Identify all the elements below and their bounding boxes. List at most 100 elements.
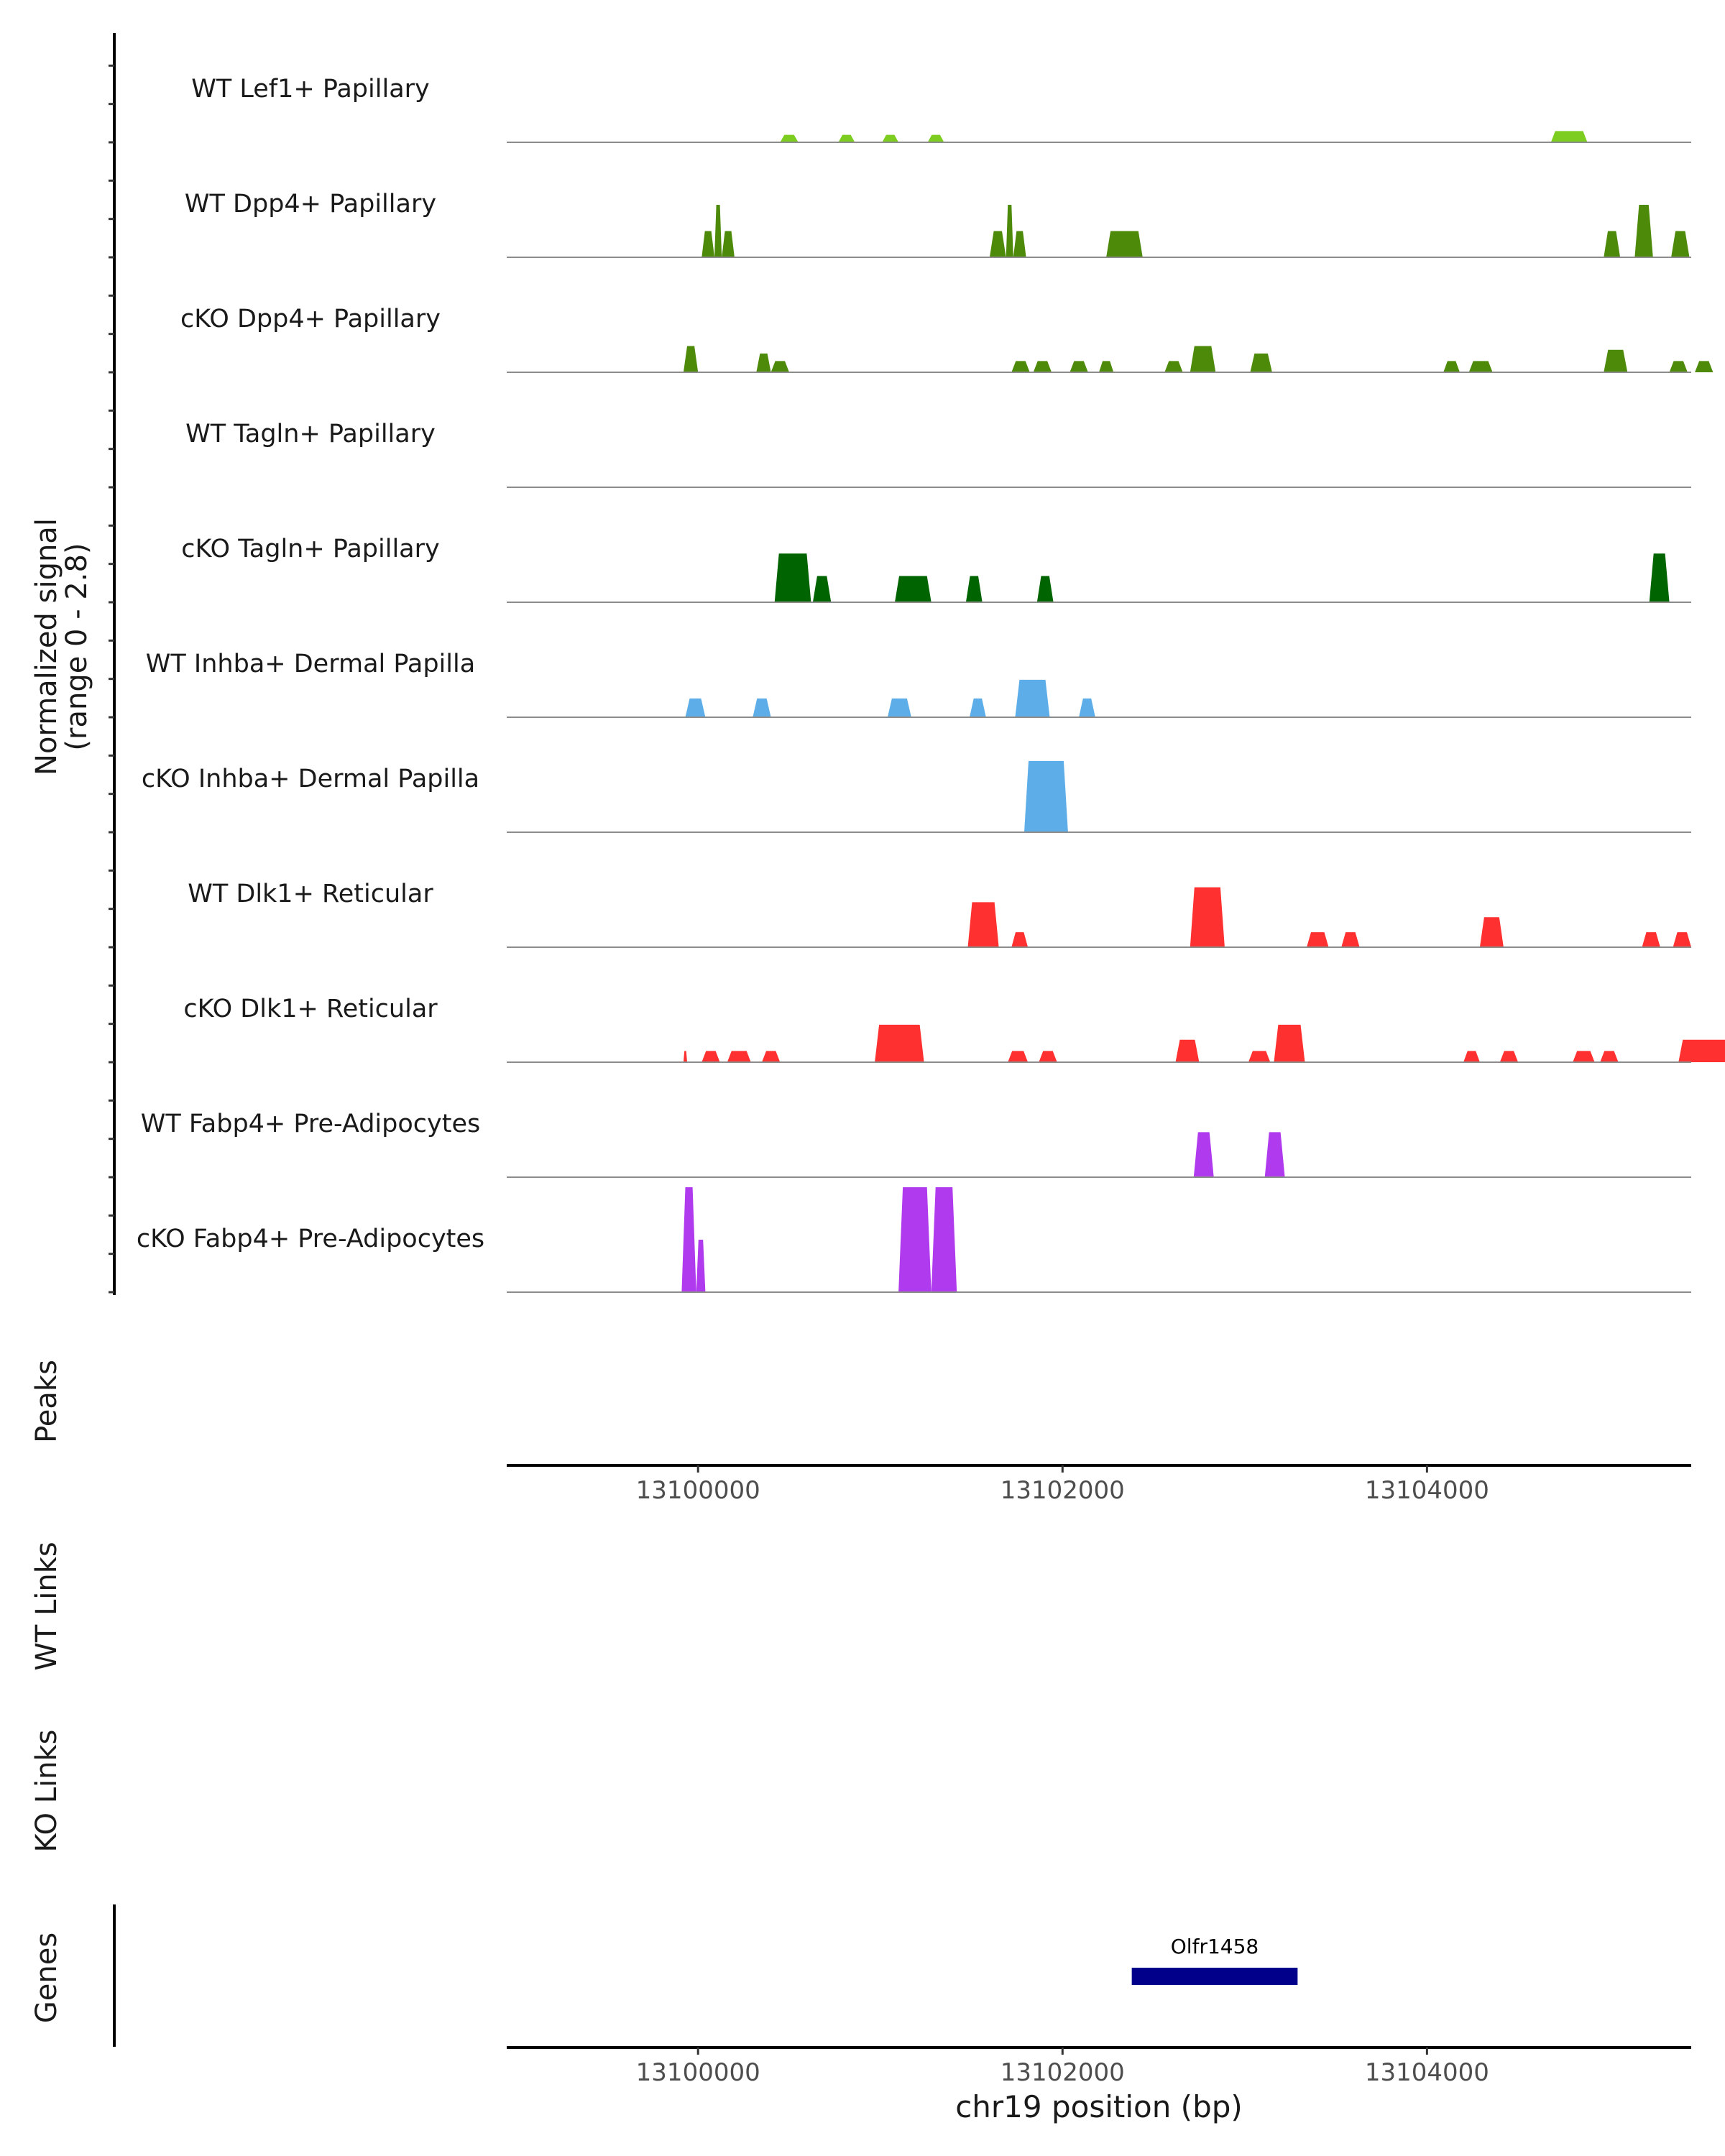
signal-peak [1341, 932, 1360, 947]
signal-peak [681, 1187, 696, 1292]
signal-peak [1669, 361, 1688, 372]
gene-body [1131, 1968, 1298, 1985]
signal-peak [838, 134, 855, 142]
track-1: WT Lef1+ Papillary [191, 75, 1691, 143]
peaks-x-tick-label: 13100000 [636, 1476, 760, 1505]
signal-peak [683, 1051, 687, 1062]
track-label: WT Inhba+ Dermal Papilla [146, 650, 475, 678]
signal-peak [1649, 553, 1670, 602]
x-axis-title: chr19 position (bp) [955, 2089, 1243, 2124]
genes-x-axis: 13100000131020001310400013106000 [507, 2046, 1691, 2087]
signal-peak [756, 353, 771, 372]
track-7: cKO Inhba+ Dermal Papilla [142, 760, 1691, 833]
signal-peak [875, 1024, 924, 1062]
signal-peak [965, 576, 983, 602]
track-label: cKO Dlk1+ Reticular [183, 995, 438, 1023]
signal-peak [702, 231, 714, 257]
signal-peak [1673, 932, 1691, 947]
signal-peak [696, 1240, 706, 1292]
gene-track: Olfr1458 [113, 1904, 1298, 2047]
signal-peak [1264, 1132, 1285, 1177]
signal-peak [1307, 932, 1329, 947]
signal-peak [1106, 231, 1143, 257]
track-label: cKO Inhba+ Dermal Papilla [142, 765, 479, 793]
signal-peak [1468, 361, 1493, 372]
track-3: cKO Dpp4+ Papillary [180, 305, 1714, 373]
signal-peak [722, 231, 735, 257]
genes-panel-label: Genes [30, 1932, 63, 2023]
wt-links-panel-label: WT Links [30, 1542, 63, 1670]
signal-peak [1604, 231, 1621, 257]
track-8: WT Dlk1+ Reticular [188, 880, 1691, 948]
signal-peak [898, 1187, 932, 1292]
signal-peak [1190, 346, 1216, 372]
signal-peak [927, 134, 944, 142]
genes-x-tick-label: 13100000 [636, 2058, 760, 2087]
track-5: cKO Tagln+ Papillary [181, 535, 1691, 603]
signal-peak [683, 346, 699, 372]
signal-peak [1013, 231, 1026, 257]
track-label: cKO Dpp4+ Papillary [180, 305, 441, 333]
track-label: cKO Tagln+ Papillary [181, 535, 440, 563]
signal-peak [1099, 361, 1114, 372]
track-label: WT Tagln+ Papillary [185, 420, 436, 448]
signal-peak [1678, 1039, 1725, 1062]
signal-peak [931, 1187, 957, 1292]
signal-peak [1695, 361, 1714, 372]
signal-peak [887, 698, 911, 717]
signal-tracks: WT Lef1+ Papillary WT Dpp4+ Papillary cKO … [137, 75, 1725, 1293]
signal-peak [685, 698, 706, 717]
signal-peak [1006, 205, 1013, 257]
signal-peak [762, 1051, 781, 1062]
track-9: cKO Dlk1+ Reticular [183, 995, 1725, 1063]
signal-peak [1039, 1051, 1057, 1062]
signal-peak [1024, 760, 1068, 832]
signal-peak [1443, 361, 1460, 372]
signal-peak [770, 361, 789, 372]
track-10: WT Fabp4+ Pre-Adipocytes [141, 1110, 1691, 1178]
signal-peak [989, 231, 1006, 257]
track-label: WT Lef1+ Papillary [191, 75, 430, 103]
track-label: cKO Fabp4+ Pre-Adipocytes [137, 1225, 484, 1253]
signal-peak [1011, 361, 1030, 372]
signal-peak [970, 698, 986, 717]
peaks-panel-label: Peaks [30, 1360, 63, 1443]
signal-peak [1600, 1051, 1619, 1062]
signal-peak [1248, 1051, 1271, 1062]
signal-peak [753, 698, 771, 717]
peaks-x-tick-label: 13104000 [1365, 1476, 1489, 1505]
peaks-x-axis: 13100000131020001310400013106000 [507, 1464, 1691, 1505]
track-4: WT Tagln+ Papillary [185, 420, 1691, 488]
signal-peak [1033, 361, 1052, 372]
signal-peak [1015, 679, 1050, 717]
signal-peak [1274, 1024, 1305, 1062]
genes-x-tick-label: 13102000 [1000, 2058, 1125, 2087]
track-2: WT Dpp4+ Papillary [185, 190, 1691, 258]
signal-peak [812, 576, 832, 602]
signal-peak [1671, 231, 1690, 257]
signal-peak [882, 134, 899, 142]
signal-peak [1190, 887, 1225, 947]
signal-peak [895, 576, 932, 602]
signal-peak [1175, 1039, 1200, 1062]
signal-peak [1036, 576, 1054, 602]
ko-links-panel-label: KO Links [30, 1730, 63, 1853]
track-11: cKO Fabp4+ Pre-Adipocytes [137, 1187, 1691, 1293]
signal-peak [1573, 1051, 1595, 1062]
signal-peak [1164, 361, 1183, 372]
signal-peak [967, 902, 999, 947]
signal-peak [1079, 698, 1095, 717]
signal-peak [702, 1051, 720, 1062]
peaks-x-tick-label: 13102000 [1000, 1476, 1125, 1505]
signal-peak [1634, 205, 1653, 257]
signal-peak [774, 553, 811, 602]
signal-peak [780, 134, 799, 142]
signal-peak [727, 1051, 751, 1062]
signal-peak [1604, 349, 1628, 372]
y-axis-subtitle: (range 0 - 2.8) [60, 543, 93, 750]
signal-peak [1550, 131, 1588, 142]
signal-peak [1070, 361, 1088, 372]
y-axis-title: Normalized signal [30, 518, 63, 775]
